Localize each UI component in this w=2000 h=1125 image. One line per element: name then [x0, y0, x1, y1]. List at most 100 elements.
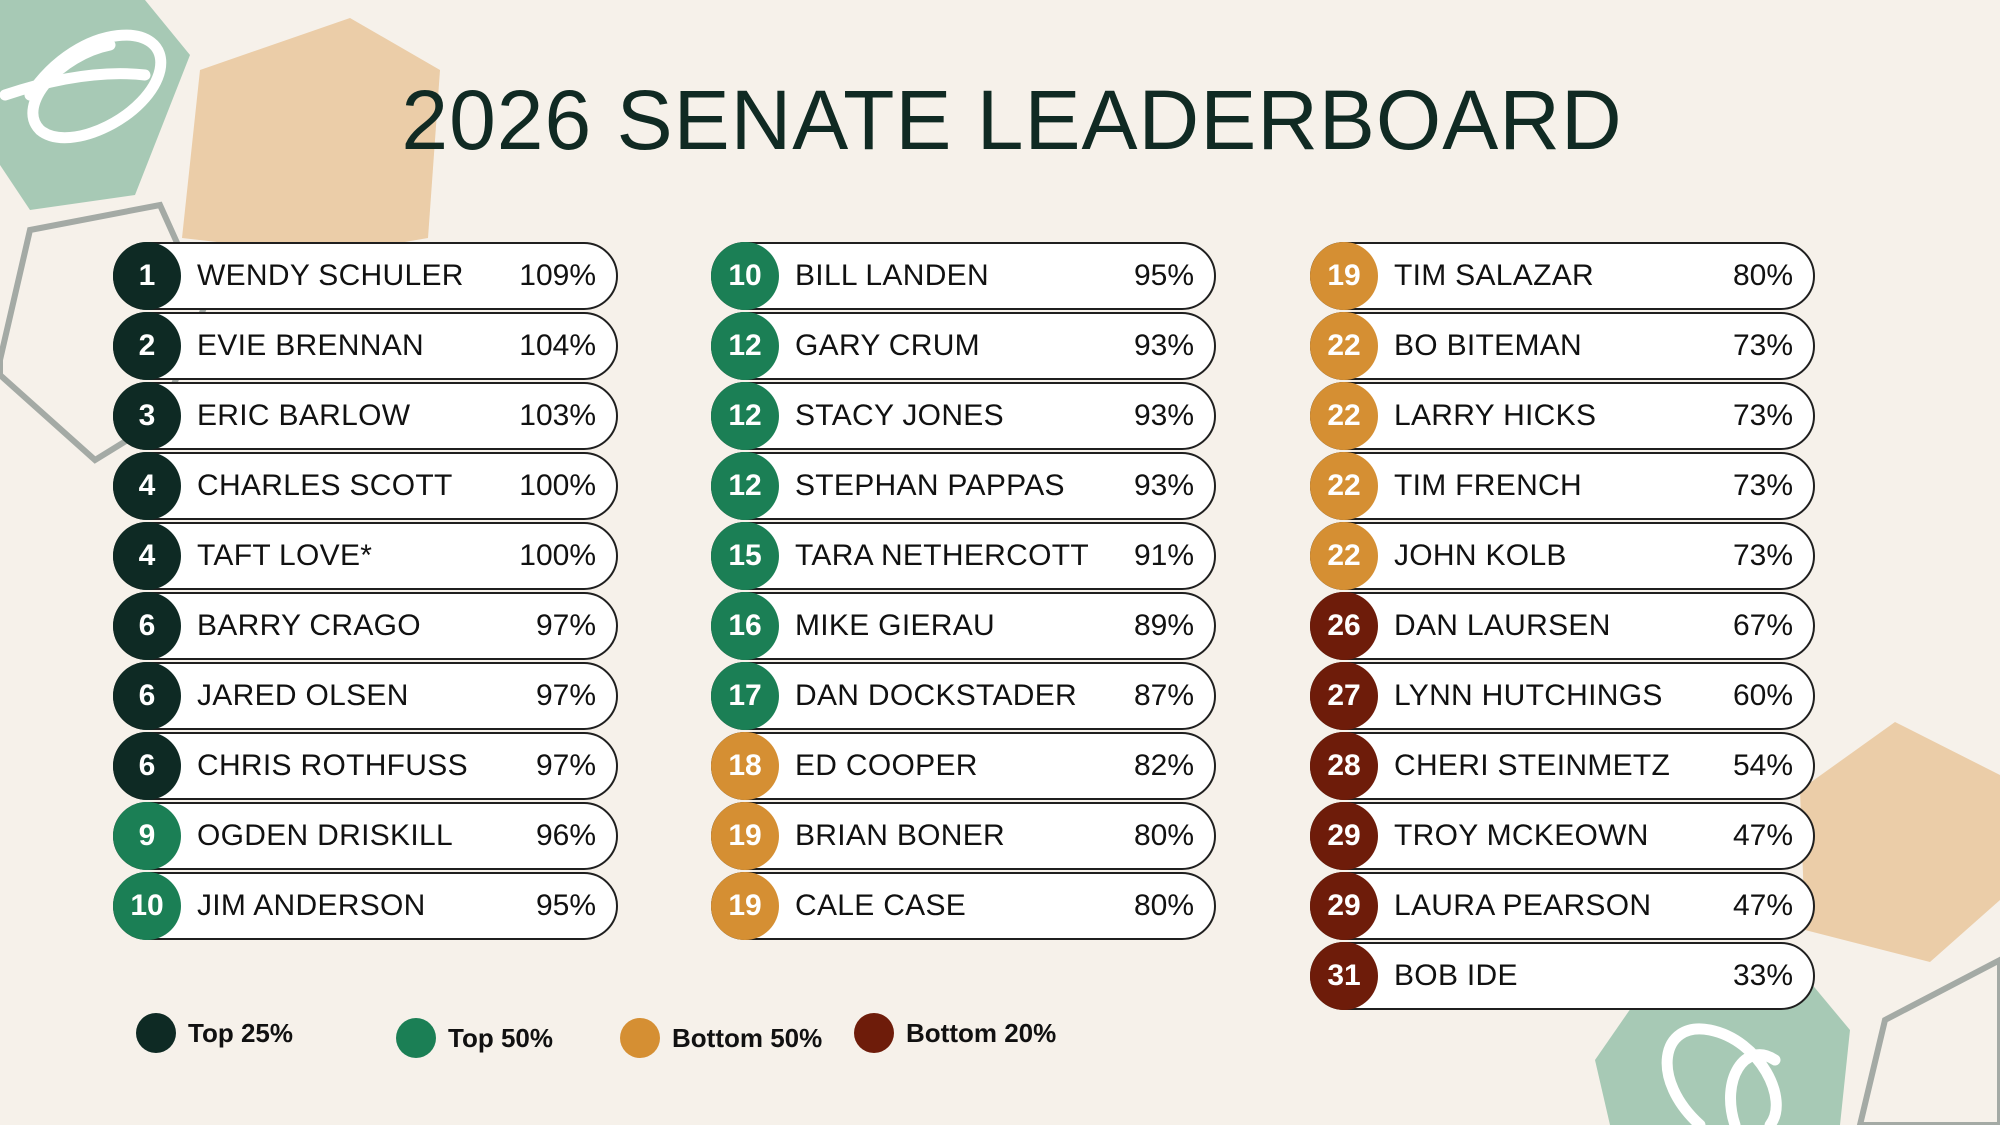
senator-name: EVIE BRENNAN [197, 329, 424, 362]
score-percent: 100% [519, 539, 596, 572]
row-pill [113, 802, 618, 870]
rank-badge: 12 [711, 382, 779, 450]
row-pill [1310, 592, 1815, 660]
senator-name: BOB IDE [1394, 959, 1518, 992]
senator-name: TIM FRENCH [1394, 469, 1582, 502]
score-percent: 97% [535, 609, 596, 642]
score-percent: 80% [1133, 889, 1194, 922]
row-pill [1310, 522, 1815, 590]
row-pill [1310, 802, 1815, 870]
rank-badge: 10 [113, 872, 181, 940]
rank-badge: 15 [711, 522, 779, 590]
score-percent: 73% [1732, 539, 1793, 572]
score-percent: 82% [1133, 749, 1194, 782]
leaderboard-column-1: 1 WENDY SCHULER 109% 2 EVIE BRENNAN 104% 3 ERIC… [113, 241, 618, 941]
score-percent: 47% [1732, 889, 1793, 922]
score-percent: 109% [519, 259, 596, 292]
rank-badge: 16 [711, 592, 779, 660]
score-percent: 91% [1133, 539, 1194, 572]
row-pill [1310, 452, 1815, 520]
senator-name: JOHN KOLB [1394, 539, 1567, 572]
score-percent: 93% [1133, 399, 1194, 432]
page-title: 2026 SENATE LEADERBOARD [401, 73, 1623, 167]
score-percent: 89% [1133, 609, 1194, 642]
rank-badge: 28 [1310, 732, 1378, 800]
legend-label: Bottom 20% [906, 1018, 1057, 1048]
leaderboard-row: 22 JOHN KOLB 73% [1310, 521, 1815, 591]
senator-name: TIM SALAZAR [1394, 259, 1594, 292]
score-percent: 100% [519, 469, 596, 502]
senator-name: JARED OLSEN [197, 679, 409, 712]
rank-badge: 3 [113, 382, 181, 450]
logo-mark-top-left [0, 29, 167, 144]
rank-badge: 1 [113, 242, 181, 310]
senator-name: MIKE GIERAU [795, 609, 995, 642]
leaderboard-row: 22 BO BITEMAN 73% [1310, 311, 1815, 381]
row-pill [711, 802, 1216, 870]
leaderboard-row: 16 MIKE GIERAU 89% [711, 591, 1216, 661]
rank-badge: 29 [1310, 802, 1378, 870]
score-percent: 73% [1732, 399, 1793, 432]
rank-badge: 9 [113, 802, 181, 870]
row-pill [113, 662, 618, 730]
row-pill [711, 312, 1216, 380]
senator-name: LARRY HICKS [1394, 399, 1597, 432]
legend: Top 25% Top 50% Bottom 50% Bottom 20% [0, 1008, 2000, 1058]
leaderboard-row: 22 LARRY HICKS 73% [1310, 381, 1815, 451]
row-pill [711, 662, 1216, 730]
leaderboard-row: 15 TARA NETHERCOTT 91% [711, 521, 1216, 591]
row-pill [711, 382, 1216, 450]
leaderboard-row: 6 BARRY CRAGO 97% [113, 591, 618, 661]
score-percent: 96% [535, 819, 596, 852]
rank-badge: 19 [711, 872, 779, 940]
senator-name: CHRIS ROTHFUSS [197, 749, 468, 782]
senator-name: DAN DOCKSTADER [795, 679, 1078, 712]
leaderboard-row: 26 DAN LAURSEN 67% [1310, 591, 1815, 661]
row-pill [1310, 942, 1815, 1010]
rank-badge: 6 [113, 662, 181, 730]
score-percent: 47% [1732, 819, 1793, 852]
rank-badge: 22 [1310, 522, 1378, 590]
legend-dot-bottom50 [620, 1018, 660, 1058]
row-pill [113, 382, 618, 450]
score-percent: 67% [1732, 609, 1793, 642]
rank-badge: 4 [113, 452, 181, 520]
score-percent: 95% [1133, 259, 1194, 292]
row-pill [113, 242, 618, 310]
legend-label: Top 50% [448, 1023, 553, 1053]
score-percent: 104% [519, 329, 596, 362]
senator-name: BO BITEMAN [1394, 329, 1583, 362]
senator-name: GARY CRUM [795, 329, 980, 362]
senator-name: TAFT LOVE* [197, 539, 373, 572]
senator-name: WENDY SCHULER [197, 259, 464, 292]
leaderboard-row: 18 ED COOPER 82% [711, 731, 1216, 801]
rank-badge: 22 [1310, 452, 1378, 520]
hexagon-tan-bottom-right [1800, 722, 2000, 962]
score-percent: 80% [1133, 819, 1194, 852]
score-percent: 93% [1133, 329, 1194, 362]
leaderboard-column-3: 19 TIM SALAZAR 80% 22 BO BITEMAN 73% 22 LARRY H… [1310, 241, 1815, 1011]
score-percent: 73% [1732, 469, 1793, 502]
leaderboard-row: 19 BRIAN BONER 80% [711, 801, 1216, 871]
senator-name: BRIAN BONER [795, 819, 1006, 852]
leaderboard-row: 17 DAN DOCKSTADER 87% [711, 661, 1216, 731]
rank-badge: 22 [1310, 312, 1378, 380]
senator-name: BILL LANDEN [795, 259, 989, 292]
senator-name: CALE CASE [795, 889, 967, 922]
row-pill [711, 452, 1216, 520]
senator-name: ED COOPER [795, 749, 978, 782]
row-pill [113, 872, 618, 940]
row-pill [113, 312, 618, 380]
leaderboard-row: 10 JIM ANDERSON 95% [113, 871, 618, 941]
row-pill [711, 592, 1216, 660]
senator-name: OGDEN DRISKILL [197, 819, 453, 852]
rank-badge: 17 [711, 662, 779, 730]
senator-name: BARRY CRAGO [197, 609, 421, 642]
score-percent: 80% [1732, 259, 1793, 292]
row-pill [113, 522, 618, 590]
score-percent: 93% [1133, 469, 1194, 502]
leaderboard-row: 12 STEPHAN PAPPAS 93% [711, 451, 1216, 521]
leaderboard-row: 2 EVIE BRENNAN 104% [113, 311, 618, 381]
senator-name: LYNN HUTCHINGS [1394, 679, 1663, 712]
legend-label: Top 25% [188, 1018, 293, 1048]
